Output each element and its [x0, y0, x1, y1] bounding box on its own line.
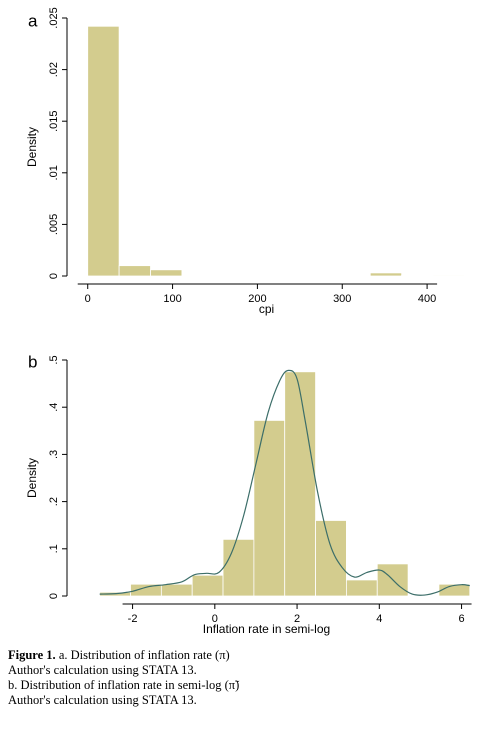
x-tick-label: 6 — [458, 613, 464, 625]
x-tick-label: 4 — [376, 613, 382, 625]
x-tick-label: 100 — [163, 293, 181, 305]
x-tick-label: 0 — [212, 613, 218, 625]
histogram-bar — [118, 265, 151, 277]
caption-line-1: Figure 1. a. Distribution of inflation r… — [8, 648, 478, 663]
histogram-bar — [160, 583, 193, 597]
panel-a-histogram: a 0 .005 .01 .015 .02 .025 0 100 200 300 400 Density… — [25, 7, 465, 316]
y-axis-title: Density — [25, 127, 39, 167]
histogram-bar — [346, 579, 378, 597]
panel-b-histogram: b 0 .1 .2 .3 .4 .5 -2 0 2 4 6 Density Inflation rate … — [25, 352, 472, 636]
histogram-bar — [222, 538, 255, 597]
histogram-bar — [87, 25, 120, 277]
y-tick-label: .005 — [48, 214, 60, 235]
histogram-bar — [275, 275, 308, 277]
panel-label-a: a — [28, 11, 38, 30]
histogram-bar — [191, 574, 224, 597]
x-tick-label: -2 — [128, 613, 138, 625]
x-tick-label: 2 — [294, 613, 300, 625]
caption-line-1-text: a. Distribution of inflation rate (π) — [55, 648, 230, 662]
panel-label-b: b — [28, 352, 37, 371]
y-tick-label: .015 — [48, 110, 60, 131]
x-tick-label: 300 — [333, 293, 351, 305]
kernel-density-line — [99, 369, 470, 596]
histogram-bar — [181, 275, 214, 277]
histogram-bar — [150, 269, 183, 277]
y-tick-label: .01 — [48, 165, 60, 180]
x-axis-title: cpi — [259, 302, 274, 316]
y-tick-label: .02 — [48, 62, 60, 77]
y-tick-label: .025 — [48, 7, 60, 28]
histogram-bar — [401, 275, 434, 277]
y-tick-label: .4 — [48, 403, 60, 412]
x-axis-title: Inflation rate in semi-log — [203, 622, 330, 636]
y-tick-label: 0 — [48, 273, 60, 279]
y-tick-label: .3 — [48, 450, 60, 459]
histogram-bar — [315, 520, 347, 597]
y-tick-label: .1 — [48, 544, 60, 553]
y-tick-label: .5 — [48, 355, 60, 364]
caption-line-4: Author's calculation using STATA 13. — [8, 693, 197, 707]
histogram-bar — [432, 274, 465, 277]
x-tick-label: 0 — [85, 293, 91, 305]
x-tick-label: 400 — [418, 293, 436, 305]
caption-figure-label: Figure 1. — [8, 648, 56, 662]
histogram-bar — [438, 583, 471, 597]
figure-caption: Figure 1. a. Distribution of inflation r… — [8, 648, 478, 708]
y-axis-title: Density — [25, 458, 39, 498]
x-tick-label: 200 — [248, 293, 266, 305]
histogram-bar — [212, 275, 246, 277]
histogram-bar — [253, 420, 286, 597]
histogram-bar — [369, 272, 403, 277]
histogram-bar — [284, 371, 316, 597]
histogram-bar — [244, 275, 277, 277]
histogram-bar — [338, 275, 371, 277]
caption-line-2: Author's calculation using STATA 13. — [8, 663, 197, 677]
caption-line-3: b. Distribution of inflation rate in sem… — [8, 678, 240, 692]
histogram-bar — [307, 275, 340, 277]
y-tick-label: 0 — [48, 593, 60, 599]
y-tick-label: .2 — [48, 497, 60, 506]
